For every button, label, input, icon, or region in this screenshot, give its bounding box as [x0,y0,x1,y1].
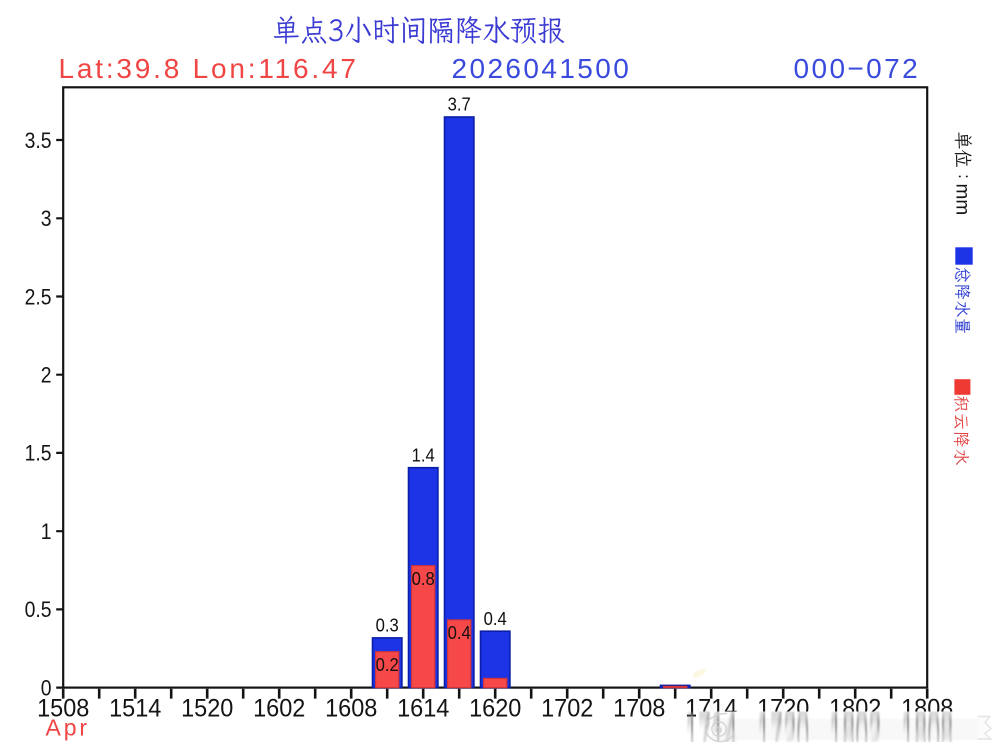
svg-text:3.5: 3.5 [25,129,52,153]
svg-text:0.8: 0.8 [412,568,435,589]
svg-text:1514: 1514 [109,695,161,723]
svg-text:0.3: 0.3 [376,615,399,636]
svg-text:Apr: Apr [46,715,91,741]
svg-text:1520: 1520 [181,695,233,723]
svg-text:2: 2 [41,363,52,387]
svg-text:0.4: 0.4 [484,608,507,629]
svg-text:1708: 1708 [613,695,665,723]
svg-text:1808: 1808 [901,700,953,750]
svg-text:0.2: 0.2 [376,654,399,675]
svg-text:1714: 1714 [685,700,737,750]
svg-text:1508: 1508 [37,695,89,723]
svg-text:3.7: 3.7 [448,94,471,115]
svg-text:1802: 1802 [829,700,881,750]
svg-text:2.5: 2.5 [25,285,52,309]
svg-text:2026041500: 2026041500 [452,53,632,84]
svg-text:Lat:39.8 Lon:116.47: Lat:39.8 Lon:116.47 [59,53,359,84]
svg-text:0: 0 [41,676,52,700]
svg-text:1: 1 [41,520,52,544]
svg-text:1.5: 1.5 [25,442,52,466]
svg-text:1.4: 1.4 [412,445,435,466]
svg-text:mm: mm [952,184,973,216]
svg-text:0.4: 0.4 [448,622,471,643]
svg-text:000−072: 000−072 [794,53,921,84]
svg-text:0.5: 0.5 [25,598,52,622]
svg-text:1720: 1720 [757,700,809,750]
svg-text:1608: 1608 [325,695,377,723]
svg-text:1614: 1614 [397,695,449,723]
svg-text:1602: 1602 [253,695,305,723]
svg-text:3: 3 [41,207,52,231]
svg-text:1702: 1702 [541,695,593,723]
svg-text:1620: 1620 [469,695,521,723]
